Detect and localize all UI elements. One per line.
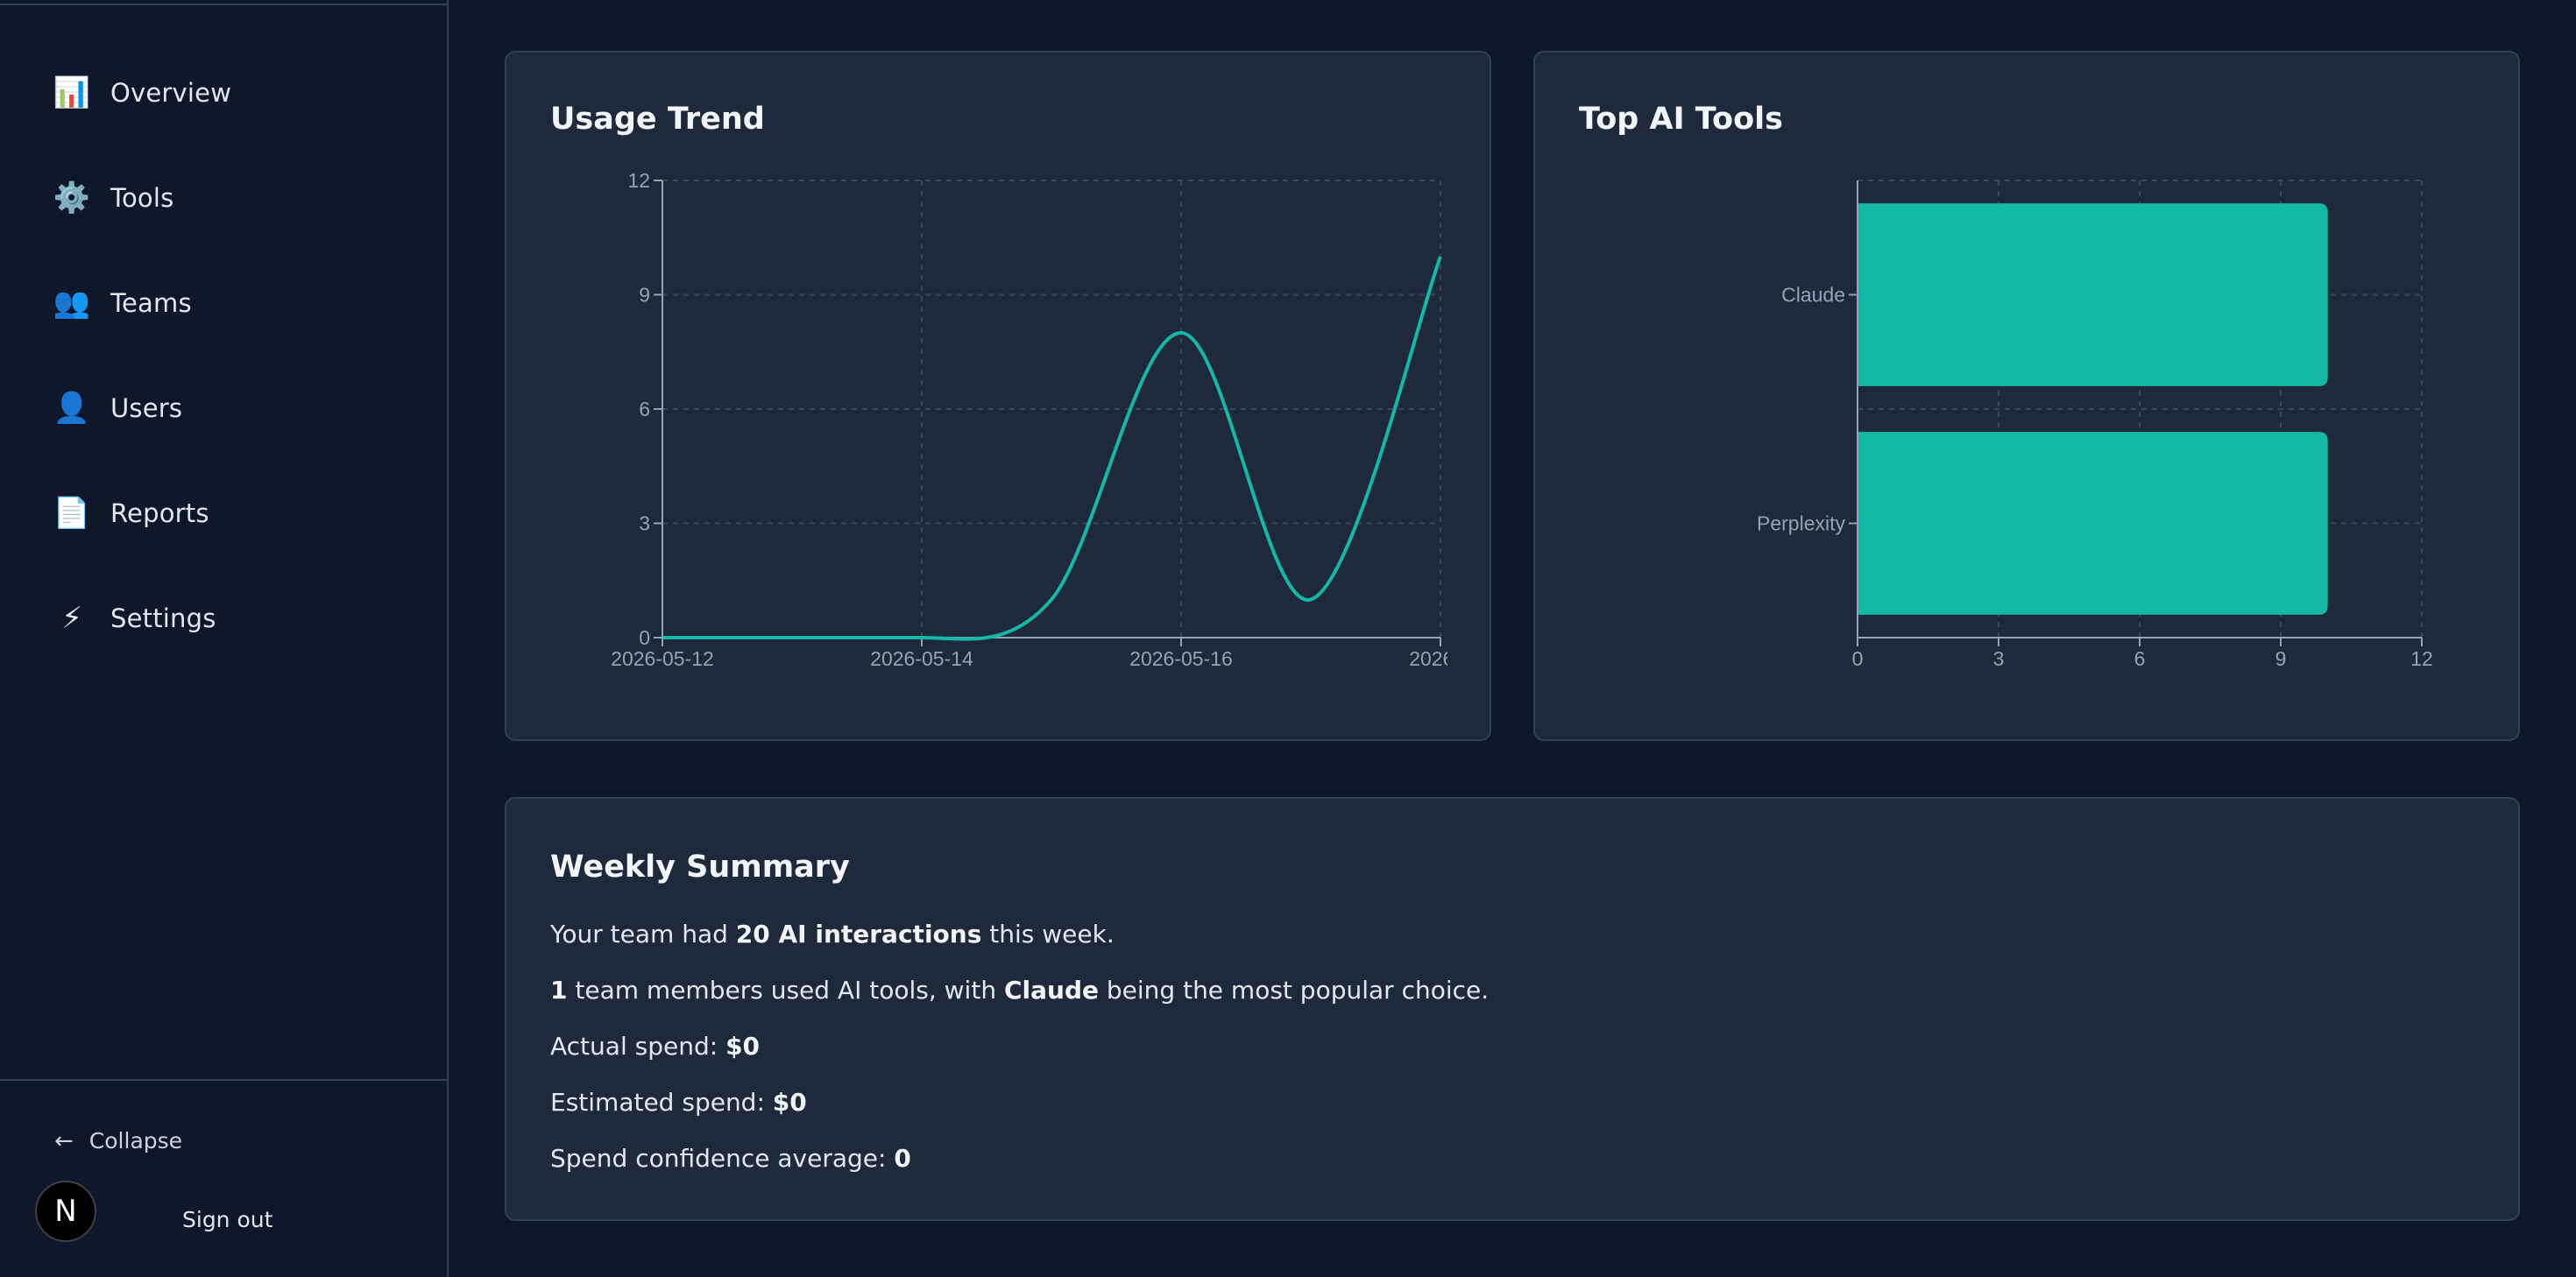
bar: [1858, 432, 2328, 615]
summary-actual-spend: Actual spend: $0: [550, 1032, 761, 1061]
arrow-left-icon: ←: [54, 1127, 74, 1154]
sidebar-item-tools[interactable]: ⚙️ Tools: [0, 145, 447, 250]
sidebar-item-reports[interactable]: 📄 Reports: [0, 461, 447, 566]
sidebar-top-divider: [0, 4, 447, 5]
summary-team-members: 1 team members used AI tools, with Claud…: [550, 976, 1490, 1005]
sidebar: 📊 Overview ⚙️ Tools 👥 Teams 👤 Users 📄 Re…: [0, 0, 449, 1277]
gear-icon: ⚙️: [53, 180, 91, 215]
x-tick-label: 0: [1852, 647, 1864, 670]
y-tick-label: 0: [639, 626, 650, 649]
sidebar-item-label: Reports: [110, 498, 209, 528]
sidebar-item-label: Settings: [110, 603, 216, 633]
card-title: Weekly Summary: [550, 850, 850, 885]
bar-chart-icon: 📊: [53, 75, 91, 110]
sidebar-item-label: Users: [110, 393, 183, 423]
category-label: Perplexity: [1757, 512, 1845, 535]
x-tick-label: 2026-05-16: [1129, 647, 1233, 670]
x-tick-label: 9: [2275, 647, 2287, 670]
y-tick-label: 12: [627, 169, 650, 192]
collapse-button[interactable]: ← Collapse: [54, 1128, 182, 1154]
summary-estimated-spend: Estimated spend: $0: [550, 1088, 807, 1117]
x-tick-label: 2026-0: [1409, 647, 1472, 670]
sidebar-item-teams[interactable]: 👥 Teams: [0, 250, 447, 356]
sidebar-item-label: Tools: [110, 183, 174, 213]
sidebar-item-settings[interactable]: ⚡ Settings: [0, 566, 447, 671]
x-tick-label: 12: [2410, 647, 2433, 670]
avatar[interactable]: N: [35, 1181, 96, 1242]
people-icon: 👥: [53, 286, 91, 321]
collapse-label: Collapse: [88, 1128, 183, 1154]
lightning-icon: ⚡: [61, 601, 82, 636]
y-tick-label: 6: [639, 398, 650, 420]
top-ai-tools-card: Top AI Tools 0 3 6 9 12 Claude Perplexity: [1533, 51, 2520, 741]
usage-trend-chart: 0 3 6 9 12 2026-05-12 2026-05-14 2026-05-16 2026…: [611, 169, 1472, 670]
weekly-summary-card: Weekly Summary Your team had 20 AI inter…: [505, 797, 2520, 1221]
usage-trend-card: Usage Trend 0 3 6 9 12 2026-05-12 2026-05-14 20…: [505, 51, 1491, 741]
summary-confidence: Spend confidence average: 0: [550, 1144, 911, 1173]
usage-trend-line: [662, 256, 1442, 641]
category-label: Claude: [1781, 284, 1845, 307]
summary-interactions: Your team had 20 AI interactions this we…: [550, 920, 1115, 949]
x-tick-label: 2026-05-14: [870, 647, 973, 670]
person-icon: 👤: [53, 391, 91, 426]
sidebar-item-users[interactable]: 👤 Users: [0, 356, 447, 461]
card-title: Top AI Tools: [1579, 102, 1783, 137]
sidebar-item-overview[interactable]: 📊 Overview: [0, 40, 447, 145]
x-tick-label: 3: [1993, 647, 2005, 670]
document-icon: 📄: [53, 496, 91, 531]
sign-out-button[interactable]: Sign out: [182, 1207, 273, 1232]
sidebar-bottom-divider: [0, 1079, 447, 1081]
top-ai-tools-chart: 0 3 6 9 12 Claude Perplexity: [1757, 180, 2433, 670]
sidebar-nav: 📊 Overview ⚙️ Tools 👥 Teams 👤 Users 📄 Re…: [0, 40, 447, 671]
x-tick-label: 2026-05-12: [611, 647, 714, 670]
card-title: Usage Trend: [550, 102, 765, 137]
bar: [1858, 203, 2328, 386]
sidebar-item-label: Overview: [110, 78, 232, 108]
y-tick-label: 9: [639, 284, 650, 307]
sidebar-item-label: Teams: [110, 288, 192, 318]
x-tick-label: 6: [2134, 647, 2146, 670]
y-tick-label: 3: [639, 512, 650, 535]
